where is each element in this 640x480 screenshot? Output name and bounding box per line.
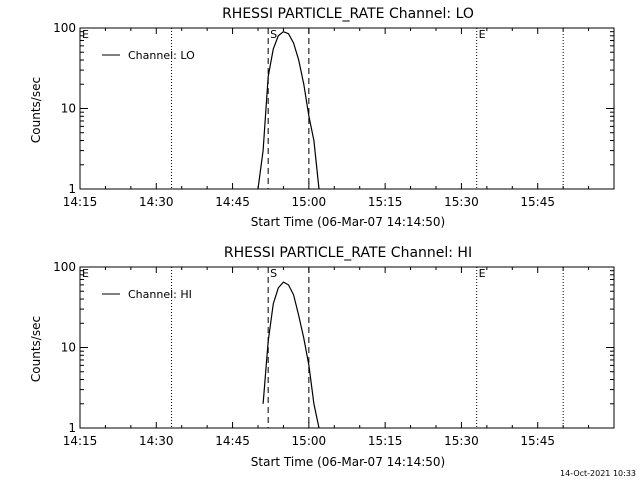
plot-hi: 14:15 14:30 14:45 15:00 15:15 15:30 15:45 1 10 10…: [53, 260, 615, 448]
x-tick-label-hi: 15:15: [368, 434, 403, 448]
x-tick-label-hi: 15:45: [520, 434, 555, 448]
legend-label-lo: Channel: LO: [128, 49, 195, 62]
y-tick-label-lo: 100: [53, 21, 76, 35]
y-axis-label-hi: Counts/sec: [29, 316, 43, 382]
panel-hi: RHESSI PARTICLE_RATE Channel: HI Start T…: [29, 245, 615, 469]
x-tick-label-lo: 15:30: [444, 195, 479, 209]
chart-title-lo: RHESSI PARTICLE_RATE Channel: LO: [222, 6, 474, 22]
y-axis-label-lo: Counts/sec: [29, 77, 43, 143]
series-line-lo: [257, 31, 320, 190]
x-tick-label-lo: 15:15: [368, 195, 403, 209]
plot-lo: 14:15 14:30 14:45 15:00 15:15 15:30 15:45 1 10 10…: [53, 21, 615, 209]
panel-lo: RHESSI PARTICLE_RATE Channel: LO Start T…: [29, 6, 615, 229]
marker-label-lo: E: [479, 28, 486, 41]
x-tick-label-lo: 14:15: [63, 195, 98, 209]
x-axis-label-lo: Start Time (06-Mar-07 14:14:50): [251, 215, 445, 229]
y-tick-label-hi: 100: [53, 260, 76, 274]
y-tick-label-hi: 1: [68, 421, 76, 435]
series-line-hi: [262, 281, 320, 429]
marker-label-lo: S: [270, 28, 277, 41]
x-tick-label-hi: 15:30: [444, 434, 479, 448]
legend-label-hi: Channel: HI: [128, 288, 192, 301]
marker-label-hi: E: [82, 267, 89, 280]
marker-label-hi: S: [270, 267, 277, 280]
x-tick-label-lo: 14:30: [139, 195, 174, 209]
x-tick-label-lo: 15:00: [292, 195, 327, 209]
x-tick-label-lo: 14:45: [215, 195, 250, 209]
x-tick-label-hi: 15:00: [292, 434, 327, 448]
x-tick-label-lo: 15:45: [520, 195, 555, 209]
x-axis-label-hi: Start Time (06-Mar-07 14:14:50): [251, 455, 445, 469]
x-tick-label-hi: 14:30: [139, 434, 174, 448]
y-tick-label-hi: 10: [61, 341, 76, 355]
x-tick-label-hi: 14:45: [215, 434, 250, 448]
marker-label-hi: E: [479, 267, 486, 280]
marker-label-lo: E: [82, 28, 89, 41]
y-tick-label-lo: 1: [68, 182, 76, 196]
y-tick-label-lo: 10: [61, 102, 76, 116]
x-tick-label-hi: 14:15: [63, 434, 98, 448]
footer-timestamp: 14-Oct-2021 10:33: [560, 469, 636, 478]
chart-title-hi: RHESSI PARTICLE_RATE Channel: HI: [224, 245, 472, 261]
